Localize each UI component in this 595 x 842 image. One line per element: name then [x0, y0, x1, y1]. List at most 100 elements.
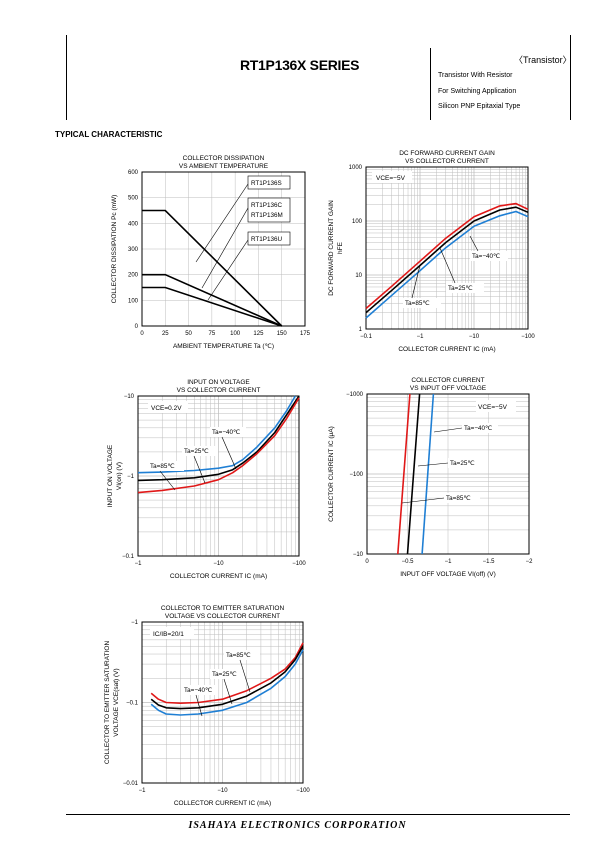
dissipation-chart-xtick: 100	[230, 331, 241, 337]
vce-sat-chart-annotation: Ta=85℃	[226, 652, 250, 659]
dissipation-chart-ytick: 500	[128, 196, 139, 202]
vce-sat-chart-frame	[141, 621, 304, 784]
vce-sat-chart-annotation-bg	[210, 669, 246, 679]
hfe-chart-xtick: −10	[469, 334, 480, 340]
vce-sat-chart-title-2: VOLTAGE VS COLLECTOR CURRENT	[165, 613, 280, 620]
input-off-chart-xtick: −1.5	[483, 559, 496, 565]
dissipation-chart-xtick: 50	[185, 331, 192, 337]
hfe-chart-ytick: 1	[359, 327, 363, 333]
input-off-chart-series-line	[397, 393, 411, 555]
hfe-chart-annotation: Ta=25℃	[448, 285, 472, 292]
header-rule-left	[66, 35, 67, 120]
input-on-chart-frame	[137, 395, 300, 557]
input-off-chart-condition: VCE=−5V	[478, 404, 508, 411]
vce-sat-chart-ytick: −0.01	[123, 781, 139, 787]
input-on-chart-ytick: −0.1	[122, 554, 135, 560]
dissipation-chart-series-line	[142, 209, 283, 327]
hfe-chart-series-line	[365, 210, 529, 319]
hfe-chart-annotation-bg	[446, 283, 484, 293]
header-rule-right	[570, 35, 571, 120]
header-tag: 〈Transistor〉	[514, 55, 572, 65]
vce-sat-chart-annotation: Ta=−40℃	[184, 687, 212, 694]
input-off-chart-xtick: −1	[445, 559, 453, 565]
hfe-chart-series-line	[365, 202, 529, 310]
input-on-chart-title-2: VS COLLECTOR CURRENT	[177, 387, 261, 394]
input-on-chart-leader	[193, 455, 206, 484]
vce-sat-chart-ytick: −0.1	[126, 701, 139, 707]
input-on-chart-ytick: −10	[124, 394, 135, 400]
hfe-chart-condition-bg	[372, 171, 412, 183]
vce-sat-chart-annotation-bg	[182, 685, 218, 695]
section-title: TYPICAL CHARACTERISTIC	[55, 130, 163, 139]
hfe-chart-title-1: DC FORWARD CURRENT GAIN	[399, 150, 495, 157]
input-on-chart-annotation: Ta=85℃	[150, 463, 174, 470]
dissipation-chart-ylabel-1: COLLECTOR DISSIPATION Pc (mW)	[111, 195, 118, 304]
input-off-chart-xtick: −0.5	[402, 559, 415, 565]
hfe-chart-series-line	[365, 206, 529, 314]
input-off-chart-annotation: Ta=25℃	[450, 460, 474, 467]
input-off-chart-series-line	[406, 393, 421, 555]
dissipation-chart-ytick: 600	[128, 170, 139, 176]
hfe-chart-leader	[469, 235, 479, 252]
dissipation-chart-xtick: 125	[253, 331, 264, 337]
dissipation-chart-leader	[207, 239, 249, 301]
dissipation-chart-title-1: COLLECTOR DISSIPATION	[183, 155, 265, 162]
hfe-chart-annotation-bg	[470, 251, 508, 261]
vce-sat-chart-series-line	[150, 645, 304, 710]
hfe-chart-annotation-bg	[403, 298, 441, 308]
input-off-chart-leader	[401, 497, 445, 504]
input-on-chart-xtick: −10	[213, 561, 224, 567]
header-line-3: Silicon PNP Epitaxial Type	[438, 103, 521, 110]
dissipation-chart-series-line	[142, 273, 283, 327]
vce-sat-chart-title-1: COLLECTOR TO EMITTER SATURATION	[161, 605, 285, 612]
input-on-chart-series-line	[137, 395, 296, 474]
footer-company: ISAHAYA ELECTRONICS CORPORATION	[188, 820, 407, 831]
vce-sat-chart-xtick: −10	[217, 788, 228, 794]
dissipation-chart-title-2: VS AMBIENT TEMPERATURE	[179, 163, 269, 170]
vce-sat-chart-condition: IC/IB=20/1	[153, 631, 184, 638]
vce-sat-chart-ylabel-2: VOLTAGE VCE(sat) (V)	[113, 668, 120, 736]
input-on-chart-xtick: −100	[292, 561, 306, 567]
dissipation-chart-frame	[141, 171, 306, 327]
input-on-chart-xtick: −1	[135, 561, 143, 567]
footer-rule	[66, 814, 570, 815]
hfe-chart-annotation: Ta=85℃	[405, 300, 429, 307]
hfe-chart-leader	[411, 264, 421, 299]
vce-sat-chart-annotation: Ta=25℃	[212, 671, 236, 678]
input-on-chart-annotation-bg	[210, 427, 246, 437]
input-on-chart-title-1: INPUT ON VOLTAGE	[187, 379, 250, 386]
hfe-chart-ytick: 10	[355, 273, 362, 279]
input-on-chart-ylabel-2: VI(on) (V)	[116, 462, 123, 490]
vce-sat-chart-leader	[223, 678, 233, 705]
hfe-chart-ylabel-1: DC FORWARD CURRENT GAIN	[328, 200, 335, 296]
input-off-chart-annotation-bg	[444, 493, 480, 503]
input-on-chart-ylabel-1: INPUT ON VOLTAGE	[107, 444, 114, 507]
input-off-chart-xtick: 0	[365, 559, 369, 565]
dissipation-chart-xtick: 0	[140, 331, 144, 337]
input-on-chart-leader	[221, 436, 237, 470]
vce-sat-chart-xtick: −100	[296, 788, 310, 794]
dissipation-chart-leader	[195, 183, 249, 263]
vce-sat-chart-series-line	[150, 642, 304, 704]
input-on-chart-leader	[159, 470, 176, 491]
dissipation-chart-ytick: 400	[128, 221, 139, 227]
input-off-chart-ylabel-1: COLLECTOR CURRENT IC (μA)	[328, 426, 335, 522]
vce-sat-chart-xlabel: COLLECTOR CURRENT IC (mA)	[174, 800, 271, 807]
input-off-chart-condition-bg	[476, 400, 516, 412]
hfe-chart-ytick: 1000	[349, 165, 363, 171]
dissipation-chart-series-label: RT1P136U	[251, 236, 282, 243]
vce-sat-chart-xtick: −1	[139, 788, 147, 794]
input-off-chart-title-1: COLLECTOR CURRENT	[411, 377, 484, 384]
input-on-chart-ytick: −1	[127, 474, 135, 480]
vce-sat-chart-condition-bg	[150, 627, 194, 639]
input-on-chart-condition-bg	[148, 401, 188, 413]
hfe-chart-leader	[439, 247, 456, 284]
input-on-chart-xlabel: COLLECTOR CURRENT IC (mA)	[170, 573, 267, 580]
input-off-chart-xlabel: INPUT OFF VOLTAGE VI(off) (V)	[400, 571, 496, 578]
dissipation-chart-xtick: 25	[162, 331, 169, 337]
input-off-chart-xtick: −2	[526, 559, 534, 565]
dissipation-chart-series-label: RT1P136C	[251, 202, 282, 209]
hfe-chart-xlabel: COLLECTOR CURRENT IC (mA)	[398, 346, 495, 353]
input-off-chart-ytick: −1000	[346, 392, 364, 398]
